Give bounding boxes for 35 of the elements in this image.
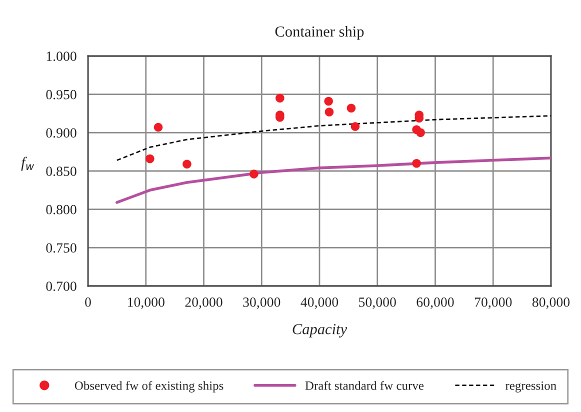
x-axis-title: Capacity bbox=[292, 324, 348, 338]
x-tick-label: 50,000 bbox=[359, 298, 396, 309]
x-tick-label: 70,000 bbox=[474, 298, 512, 309]
legend-label: Draft standard fw curve bbox=[305, 380, 424, 390]
chart-title: Container ship bbox=[275, 26, 364, 40]
point bbox=[276, 94, 284, 103]
x-tick-label: 80,000 bbox=[532, 298, 570, 309]
y-axis-title: f$_{w}$ bbox=[21, 156, 34, 171]
x-tick-label: 20,000 bbox=[185, 298, 222, 309]
x-tick-label: 30,000 bbox=[243, 298, 280, 309]
point bbox=[182, 160, 192, 168]
legend-label: Observed fw of existing ships bbox=[74, 380, 224, 392]
point bbox=[416, 128, 425, 138]
point bbox=[324, 96, 333, 106]
x-tick-label: 10,000 bbox=[128, 298, 164, 309]
x-tick-label: 60,000 bbox=[416, 298, 454, 309]
y-tick-label: 0.750 bbox=[46, 243, 76, 253]
point bbox=[146, 154, 154, 164]
point bbox=[412, 158, 421, 168]
point bbox=[346, 104, 356, 113]
point bbox=[250, 170, 258, 178]
y-tick-label: 0.700 bbox=[46, 282, 76, 292]
y-tick-label: 0.800 bbox=[46, 204, 76, 214]
x-tick-label: 40,000 bbox=[300, 298, 338, 309]
y-tick-label: 1.000 bbox=[46, 52, 76, 62]
line-series bbox=[116, 156, 551, 204]
point bbox=[350, 122, 360, 131]
y-tick-label: 0.850 bbox=[46, 166, 76, 176]
legend-label: regression bbox=[505, 381, 556, 392]
line-series bbox=[116, 115, 551, 161]
y-tick-label: 0.900 bbox=[46, 128, 76, 138]
y-tick-label: 0.950 bbox=[46, 90, 76, 100]
point bbox=[324, 108, 334, 116]
point bbox=[154, 122, 163, 132]
x-tick-label: 0 bbox=[85, 298, 91, 307]
